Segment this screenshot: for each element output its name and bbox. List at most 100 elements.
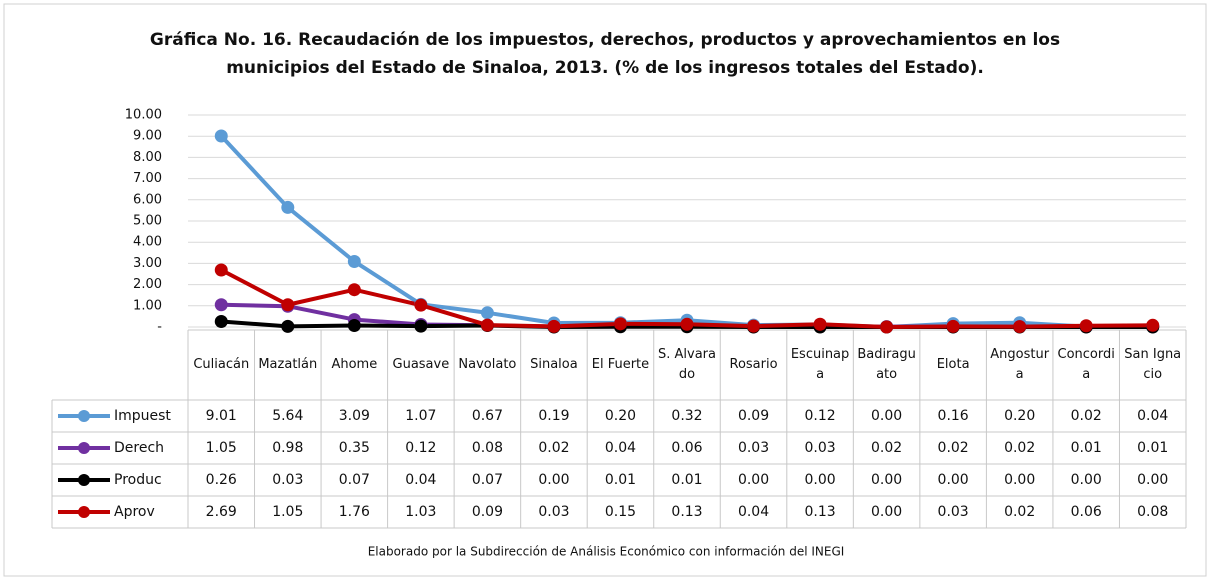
x-tick-label: Guasave — [392, 357, 450, 372]
table-value: 0.02 — [938, 440, 969, 456]
table-value: 0.03 — [938, 504, 969, 520]
category-cell: Ahome — [331, 357, 378, 372]
table-value: 0.02 — [1004, 504, 1035, 520]
legend-marker — [78, 442, 90, 454]
x-tick-label: Angostura — [990, 347, 1050, 382]
table-value: 0.00 — [538, 472, 569, 488]
table-value: 0.00 — [1137, 472, 1168, 488]
y-tick-label: 5.00 — [133, 214, 162, 229]
table-value: 0.98 — [272, 440, 303, 456]
table-value: 0.07 — [339, 472, 370, 488]
table-value: 0.03 — [804, 440, 835, 456]
table-value: 0.13 — [671, 504, 702, 520]
y-tick-label: 10.00 — [125, 108, 162, 123]
table-value: 0.26 — [206, 472, 237, 488]
table-value: 3.09 — [339, 408, 370, 424]
data-point — [1013, 320, 1027, 334]
data-point — [880, 320, 894, 334]
category-cell: Concordia — [1057, 347, 1115, 382]
table-value: 0.15 — [605, 504, 636, 520]
table-value: 5.64 — [272, 408, 303, 424]
legend-label: Produc — [114, 472, 162, 488]
table-value: 0.67 — [472, 408, 503, 424]
data-point — [946, 319, 960, 333]
legend-marker — [78, 474, 90, 486]
table-value: 1.05 — [206, 440, 237, 456]
title-box: Gráfica No. 16. Recaudación de los impue… — [149, 30, 1061, 78]
data-point — [281, 319, 295, 333]
y-tick-label: 1.00 — [133, 298, 162, 313]
category-cell: Rosario — [729, 357, 778, 372]
y-tick-label: 6.00 — [133, 192, 162, 207]
data-point — [480, 306, 494, 320]
table-value: 0.04 — [1137, 408, 1168, 424]
category-cell: Elota — [936, 357, 970, 372]
chart-title: Gráfica No. 16. Recaudación de los impue… — [149, 30, 1061, 78]
category-cell: Guasave — [392, 357, 450, 372]
x-tick-label: Sinaloa — [530, 357, 578, 372]
category-cell: San Ignacio — [1124, 347, 1182, 382]
table-value: 0.00 — [871, 504, 902, 520]
data-point — [547, 319, 561, 333]
data-point — [214, 129, 228, 143]
table-value: 0.35 — [339, 440, 370, 456]
x-tick-label: Concordia — [1057, 347, 1115, 382]
data-point — [414, 298, 428, 312]
data-point — [347, 283, 361, 297]
table-value: 0.02 — [1071, 408, 1102, 424]
table-value: 1.05 — [272, 504, 303, 520]
y-tick-label: 7.00 — [133, 171, 162, 186]
category-cell: Mazatlán — [258, 357, 317, 372]
category-cell: Badiraguato — [857, 347, 916, 382]
source-note: Elaborado por la Subdirección de Análisi… — [368, 545, 845, 559]
data-point — [1079, 319, 1093, 333]
table-value: 0.00 — [738, 472, 769, 488]
y-tick-label: 4.00 — [133, 235, 162, 250]
table-value: 0.00 — [871, 408, 902, 424]
category-cell: Culiacán — [193, 357, 249, 372]
table-value: 0.02 — [1004, 440, 1035, 456]
table-value: 0.04 — [605, 440, 636, 456]
table-value: 0.03 — [272, 472, 303, 488]
table-value: 0.09 — [472, 504, 503, 520]
table-value: 0.01 — [1071, 440, 1102, 456]
table-value: 0.32 — [671, 408, 702, 424]
table-value: 0.07 — [472, 472, 503, 488]
legend-marker — [78, 506, 90, 518]
table-value: 0.00 — [1004, 472, 1035, 488]
legend-marker — [78, 410, 90, 422]
table-value: 0.02 — [871, 440, 902, 456]
table-value: 0.20 — [1004, 408, 1035, 424]
table-value: 0.20 — [605, 408, 636, 424]
table-value: 0.19 — [538, 408, 569, 424]
table-value: 0.04 — [405, 472, 436, 488]
data-point — [1146, 318, 1160, 332]
y-tick-label: 2.00 — [133, 277, 162, 292]
data-point — [281, 200, 295, 214]
table-value: 0.08 — [472, 440, 503, 456]
table-value: 0.03 — [738, 440, 769, 456]
x-tick-label: Elota — [936, 357, 970, 372]
x-tick-label: Ahome — [331, 357, 378, 372]
x-tick-label: Badiraguato — [857, 347, 916, 382]
category-cell: Escuinapa — [791, 347, 849, 382]
x-tick-label: El Fuerte — [591, 357, 650, 372]
table-value: 0.12 — [804, 408, 835, 424]
x-tick-label: San Ignacio — [1124, 347, 1182, 382]
data-point — [214, 263, 228, 277]
data-point — [214, 298, 228, 312]
table-value: 0.08 — [1137, 504, 1168, 520]
table-value: 0.16 — [938, 408, 969, 424]
table-value: 0.13 — [804, 504, 835, 520]
legend-label: Impuest — [114, 408, 171, 424]
x-tick-label: S. Alvarado — [657, 347, 716, 382]
data-point — [680, 317, 694, 331]
category-cell: El Fuerte — [591, 357, 650, 372]
data-point — [347, 254, 361, 268]
x-tick-label: Rosario — [729, 357, 778, 372]
table-value: 0.03 — [538, 504, 569, 520]
y-tick-label: 9.00 — [133, 129, 162, 144]
table-value: 0.00 — [871, 472, 902, 488]
